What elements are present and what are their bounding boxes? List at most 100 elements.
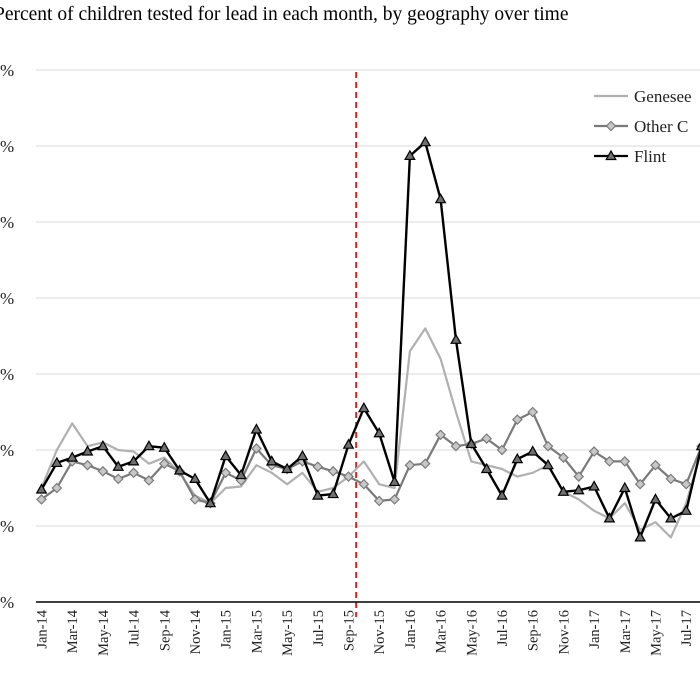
data-point-triangle	[373, 427, 386, 438]
x-tick-label: Nov-16	[556, 610, 572, 654]
y-tick-label: %	[0, 213, 14, 232]
data-point-diamond	[36, 494, 47, 505]
data-point-diamond	[542, 440, 554, 452]
data-point-diamond	[97, 465, 109, 477]
y-tick-label: %	[0, 593, 14, 612]
x-tick-label: Jul-17	[679, 610, 695, 646]
data-point-triangle	[434, 192, 447, 204]
data-point-triangle	[127, 455, 140, 466]
y-tick-label: %	[0, 441, 14, 460]
x-tick-label: Sep-14	[157, 609, 173, 651]
x-tick-label: Jul-16	[495, 610, 511, 646]
data-point-triangle	[358, 401, 370, 413]
series-genesee	[40, 327, 700, 539]
data-point-diamond	[51, 482, 63, 494]
data-point-triangle	[296, 449, 309, 461]
data-point-triangle	[680, 504, 693, 515]
data-point-triangle	[51, 456, 63, 468]
data-point-diamond	[634, 478, 646, 490]
legend-label: Other C	[634, 117, 688, 136]
y-tick-label: %	[0, 517, 14, 536]
gridlines	[36, 69, 700, 527]
data-point-triangle	[81, 445, 94, 456]
series-line	[40, 140, 700, 539]
data-point-diamond	[588, 446, 600, 457]
data-point-diamond	[189, 494, 201, 505]
data-point-triangle	[388, 475, 401, 487]
x-tick-label: May-15	[280, 610, 296, 656]
data-point-triangle	[173, 464, 186, 475]
data-point-diamond	[496, 444, 508, 456]
data-point-diamond	[573, 471, 585, 482]
data-point-triangle	[450, 333, 462, 344]
data-point-diamond	[389, 494, 400, 505]
y-tick-label: %	[0, 61, 14, 80]
data-point-triangle	[695, 442, 700, 451]
data-point-triangle	[204, 496, 217, 508]
chart-title: Percent of children tested for lead in e…	[0, 4, 569, 25]
data-point-triangle	[219, 449, 232, 461]
data-point-triangle	[342, 438, 355, 449]
data-point-triangle	[189, 472, 201, 483]
y-tick-label: %	[0, 137, 14, 156]
data-point-triangle	[311, 489, 324, 500]
data-point-triangle	[634, 531, 646, 542]
axes: %%%%%%%% Jan-14 Mar-14 May-14 Jul-14 Sep-14 No…	[0, 61, 700, 656]
series-flint	[35, 135, 700, 542]
data-point-triangle	[265, 455, 278, 466]
data-point-triangle	[112, 460, 125, 471]
x-tick-label: Jan-15	[219, 610, 235, 649]
x-tick-label: Jan-14	[35, 609, 51, 648]
x-tick-label: Jul-14	[127, 609, 143, 646]
data-point-diamond	[82, 459, 93, 471]
data-point-diamond	[604, 456, 615, 467]
x-tick-label: Mar-16	[434, 610, 450, 653]
data-point-diamond	[680, 478, 692, 490]
x-tick-label: Sep-15	[342, 610, 358, 651]
legend-item: Flint	[594, 147, 666, 166]
data-point-triangle	[465, 437, 478, 449]
data-point-triangle	[496, 489, 508, 500]
legend: Genesee Other C Flint	[594, 87, 692, 166]
data-point-triangle	[480, 462, 493, 474]
data-point-diamond	[158, 458, 170, 470]
x-tick-label: Nov-15	[372, 610, 388, 654]
data-point-triangle	[66, 451, 79, 462]
x-tick-label: Mar-14	[65, 609, 81, 653]
series-lines	[35, 135, 700, 542]
series-line	[40, 327, 700, 539]
data-point-triangle	[572, 484, 585, 495]
x-tick-label: May-17	[649, 610, 665, 656]
data-point-triangle	[35, 483, 48, 494]
legend-label: Genesee	[634, 87, 692, 106]
data-point-triangle	[588, 480, 600, 491]
data-point-triangle	[419, 135, 432, 147]
legend-label: Flint	[634, 147, 666, 166]
data-point-diamond	[419, 458, 431, 470]
data-point-diamond	[404, 459, 416, 471]
x-tick-label: Jul-15	[311, 610, 327, 646]
legend-item: Genesee	[594, 87, 692, 106]
data-point-triangle	[97, 439, 109, 451]
x-tick-label: Nov-14	[188, 609, 204, 654]
data-point-triangle	[526, 445, 539, 456]
data-point-diamond	[665, 473, 677, 485]
data-point-triangle	[158, 441, 171, 452]
data-point-diamond	[220, 467, 232, 479]
data-point-diamond	[112, 473, 124, 485]
data-point-diamond	[558, 452, 569, 463]
data-point-diamond	[373, 495, 385, 507]
data-point-triangle	[511, 452, 524, 464]
x-tick-label: May-16	[464, 610, 480, 656]
data-point-triangle	[143, 439, 155, 451]
data-point-triangle	[235, 468, 247, 480]
data-point-diamond	[481, 433, 492, 444]
data-point-triangle	[557, 485, 570, 496]
data-point-diamond	[435, 429, 446, 441]
data-point-diamond	[619, 456, 631, 467]
data-point-triangle	[542, 458, 554, 470]
data-point-diamond	[605, 120, 617, 132]
data-point-triangle	[281, 462, 293, 474]
x-tick-label: Jan-16	[403, 610, 419, 649]
